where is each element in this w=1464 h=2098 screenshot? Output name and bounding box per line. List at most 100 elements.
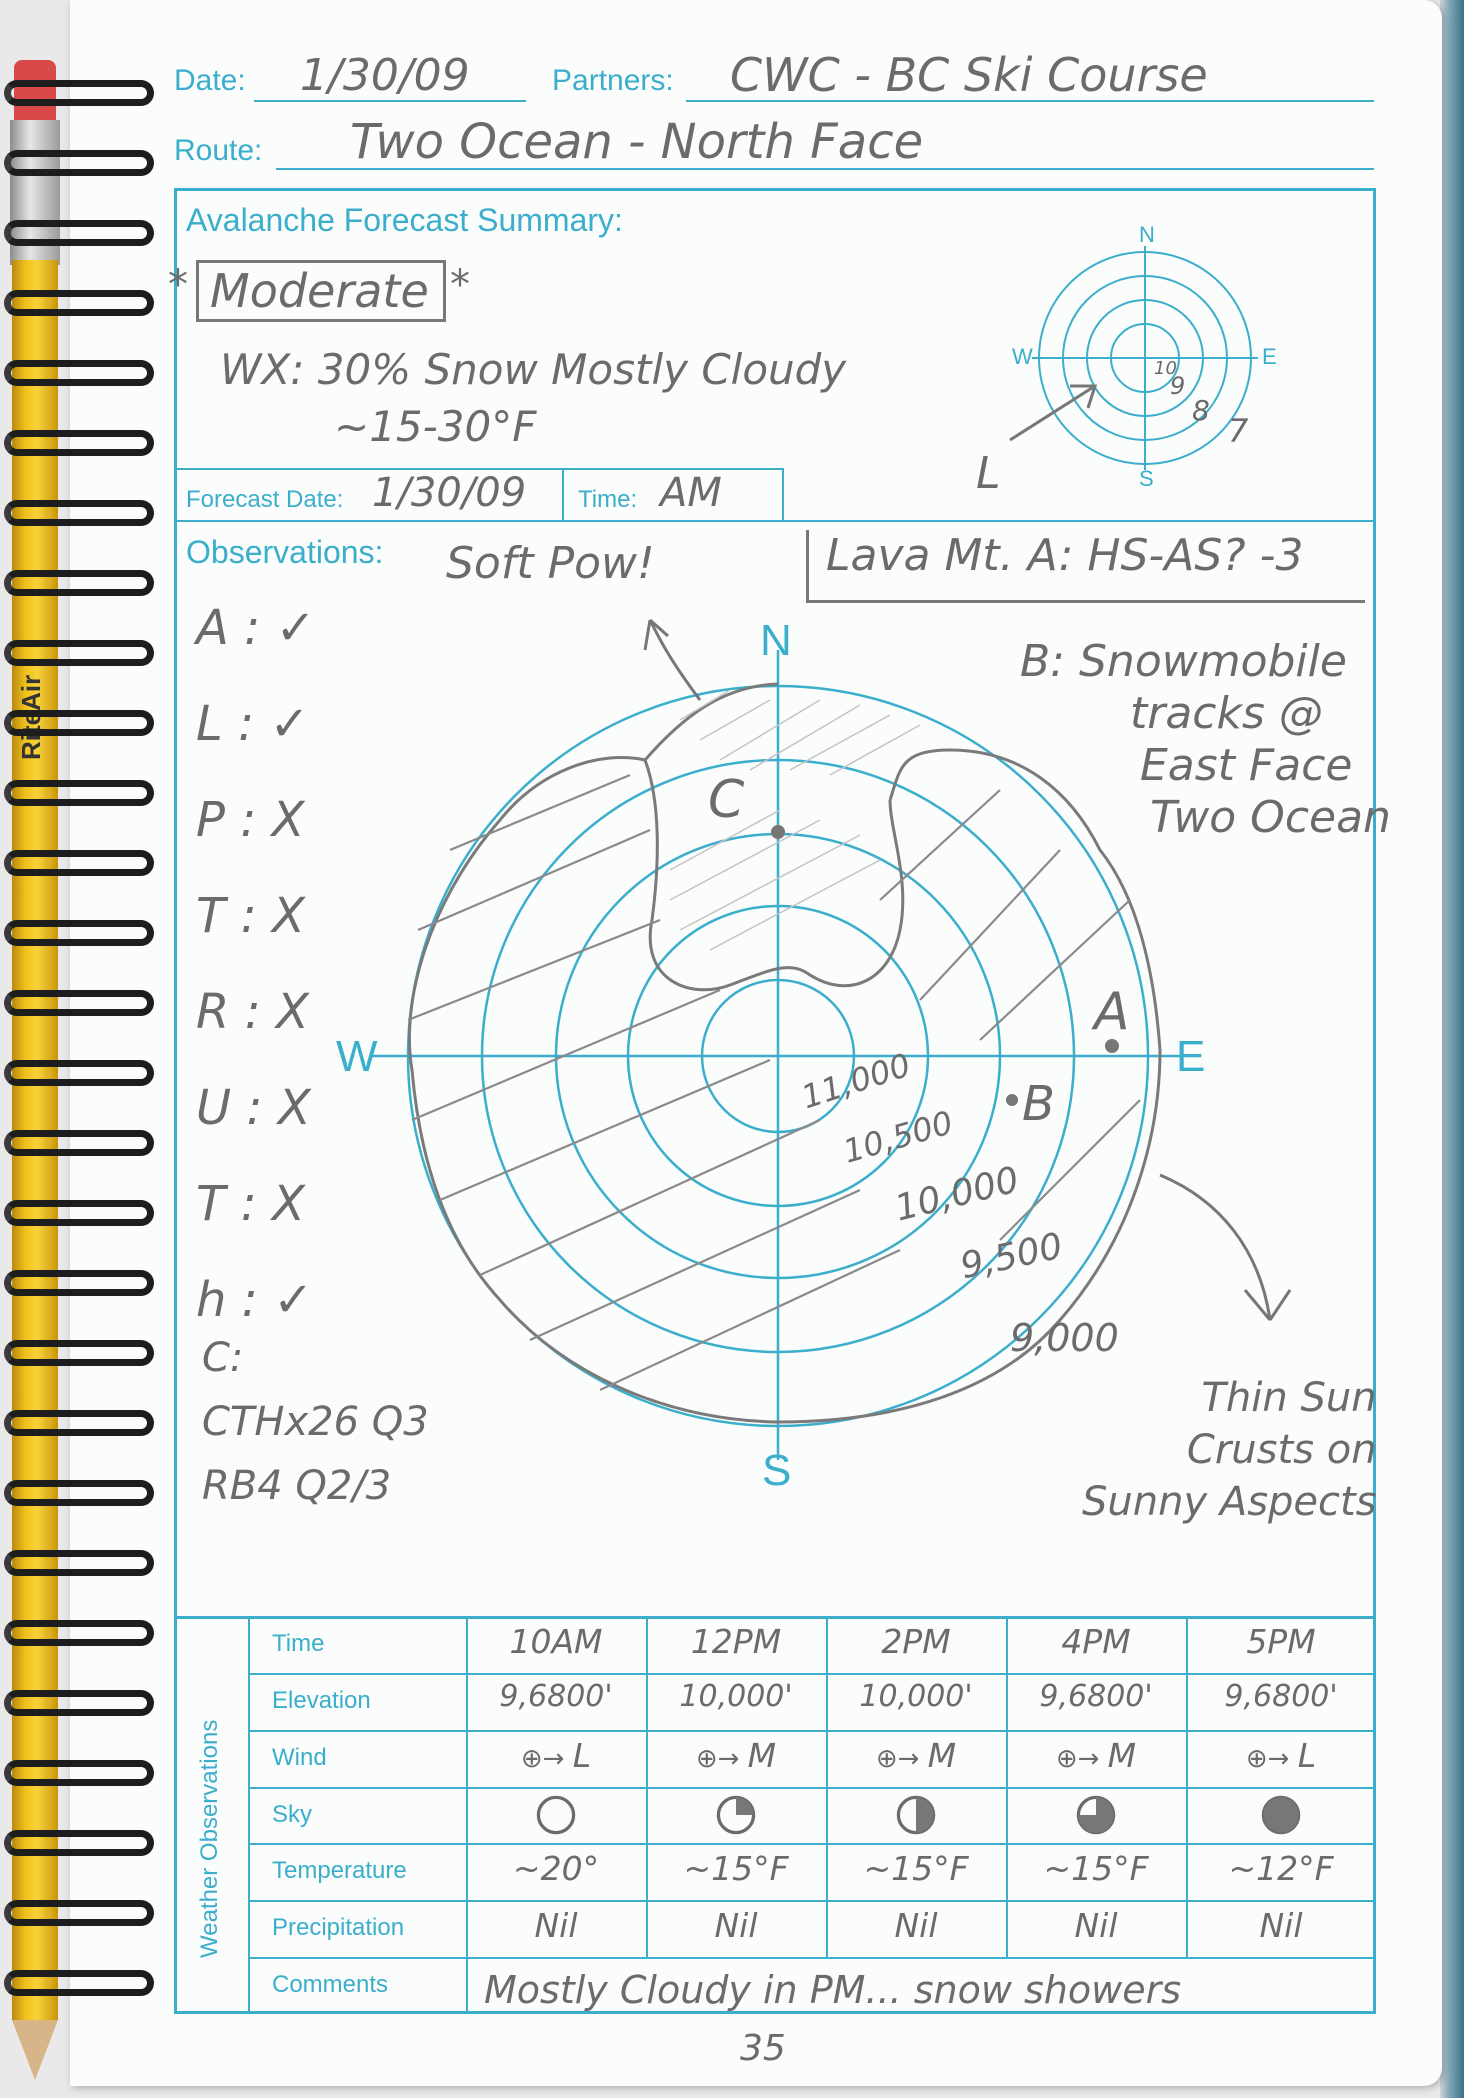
compass-ring-8: 8 [1192, 394, 1210, 427]
route-line [276, 168, 1374, 170]
weather-cell-times: 2PM [881, 1622, 951, 1661]
date-label: Date: [174, 64, 246, 97]
weather-row-line [248, 1843, 1376, 1846]
note-crusts-line: Crusts on [1186, 1427, 1377, 1473]
spiral-ring [4, 500, 154, 526]
weather-top-line [174, 1616, 1376, 1619]
sky-cover-icon [466, 1793, 646, 1845]
point-c: C [708, 770, 745, 830]
note-b-line: B: Snowmobile [1020, 636, 1347, 687]
danger-rating: Moderate [210, 264, 429, 318]
wind-arrow-icon: ⊕→ [695, 1743, 748, 1774]
compass-e: E [1262, 344, 1277, 369]
weather-row-label: Time [272, 1630, 325, 1657]
note-soft-pow: Soft Pow! [446, 538, 655, 589]
weather-row-label: Precipitation [272, 1914, 405, 1942]
sky-cover-symbol [536, 1795, 576, 1834]
checklist-mark: ✓ [275, 600, 316, 656]
forecast-time-divider [782, 468, 784, 520]
weather-comments: Mostly Cloudy in PM... snow showers [484, 1968, 1182, 2012]
checklist-separator: : [225, 1176, 273, 1232]
weather-col-line [826, 1616, 828, 1958]
point-b: B [1022, 1076, 1055, 1132]
elev-9000: 9,000 [1010, 1316, 1119, 1360]
forecast-title: Avalanche Forecast Summary: [186, 202, 623, 238]
partners-line [686, 100, 1374, 102]
pencil: RiteAir [12, 260, 58, 2020]
weather-cell-temperatures: ~15°F [863, 1849, 969, 1889]
weather-col-line [1006, 1616, 1008, 1958]
rose-s: S [762, 1446, 792, 1495]
checklist-mark: ✓ [273, 1272, 314, 1328]
weather-row-label: Temperature [272, 1857, 407, 1885]
weather-row-label: Comments [272, 1971, 389, 1999]
spiral-ring [4, 1760, 154, 1786]
sky-cover-symbol [1076, 1795, 1116, 1834]
checklist-item: h : ✓ [196, 1272, 313, 1328]
spiral-ring [4, 710, 154, 736]
weather-cell-elevations: 9,6800' [1224, 1678, 1338, 1714]
forecast-date-divider [562, 468, 564, 520]
weather-row-line [248, 1672, 1376, 1675]
asterisk-icon: * [168, 262, 188, 308]
checklist-key: L [196, 696, 223, 752]
checklist-key: T [196, 888, 226, 944]
compass-s: S [1139, 466, 1154, 491]
wx-line-2: ~15-30°F [334, 402, 537, 451]
spiral-ring [4, 1270, 154, 1296]
weather-cell-elevations: 9,6800' [499, 1678, 613, 1714]
checklist-key: h [196, 1272, 227, 1328]
spiral-ring [4, 640, 154, 666]
checklist-key: U [196, 1080, 232, 1136]
page-number: 35 [740, 2028, 786, 2069]
partners-label: Partners: [552, 64, 674, 97]
spiral-ring [4, 780, 154, 806]
forecast-compass [1009, 246, 1258, 470]
wx-line-1: WX: 30% Snow Mostly Cloudy [220, 345, 847, 394]
pencil-eraser [14, 60, 56, 122]
spiral-ring [4, 360, 154, 386]
weather-row-label: Elevation [272, 1686, 371, 1714]
compass-n: N [1139, 222, 1155, 247]
note-c-line: CTHx26 Q3 [202, 1399, 429, 1445]
date-line [254, 100, 526, 102]
rose-n: N [760, 616, 792, 665]
sky-cover-icon [826, 1793, 1006, 1845]
weather-cell-elevations: 10,000' [679, 1678, 793, 1714]
sky-cover-icon [1186, 1793, 1376, 1845]
sky-cover-icon [646, 1793, 826, 1845]
wind-strength: M [927, 1735, 957, 1775]
notebook-edge [1440, 0, 1464, 2098]
checklist-separator: : [228, 600, 276, 656]
note-b-line: East Face [1140, 740, 1353, 791]
wind-cell: ⊕→ L [466, 1736, 646, 1775]
note-c-line: RB4 Q2/3 [202, 1463, 392, 1509]
sky-cover-icon [1006, 1793, 1186, 1845]
checklist-separator: : [226, 1272, 274, 1328]
weather-cell-precipitation: Nil [534, 1906, 578, 1946]
wind-strength: M [1107, 1735, 1137, 1775]
spiral-ring [4, 1970, 154, 1996]
wind-strength: M [747, 1735, 777, 1775]
spiral-ring [4, 1480, 154, 1506]
compass-wind-label: L [976, 448, 1001, 499]
forecast-date-label: Forecast Date: [186, 486, 344, 513]
spiral-ring [4, 1340, 154, 1366]
wind-arrow-icon: ⊕→ [875, 1743, 928, 1774]
weather-row-line [248, 1957, 1376, 1960]
weather-cell-times: 10AM [509, 1622, 603, 1661]
weather-cell-precipitation: Nil [714, 1906, 758, 1946]
checklist-separator: : [229, 984, 277, 1040]
spiral-ring [4, 1060, 154, 1086]
wind-cell: ⊕→ M [826, 1736, 1006, 1775]
wind-cell: ⊕→ M [646, 1736, 826, 1775]
sky-cover-symbol [1261, 1795, 1301, 1834]
weather-cell-temperatures: ~15°F [683, 1849, 789, 1889]
checklist-separator: : [231, 1080, 278, 1136]
note-sun-crusts: Thin Sun Crusts on Sunny Aspects [1082, 1372, 1377, 1528]
checklist-mark: X [272, 888, 305, 944]
note-b-line: Two Ocean [1150, 792, 1391, 843]
rose-e: E [1176, 1032, 1206, 1081]
weather-cell-times: 12PM [690, 1622, 782, 1661]
weather-cell-precipitation: Nil [894, 1906, 938, 1946]
